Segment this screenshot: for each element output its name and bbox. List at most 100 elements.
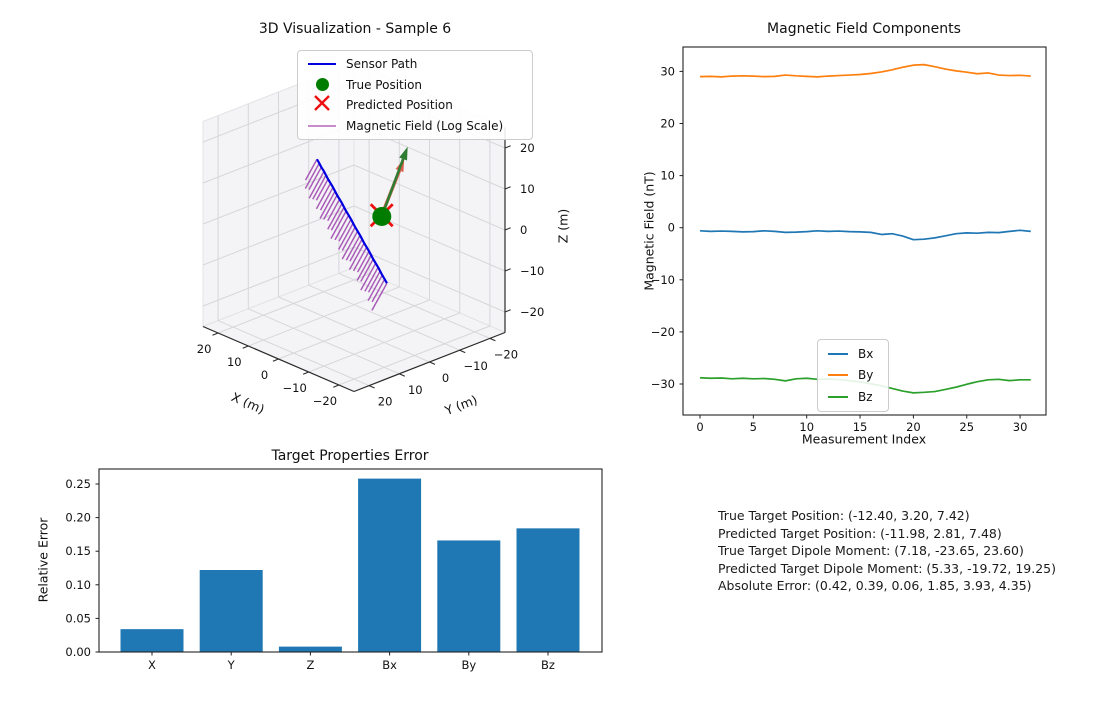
x-tick-label: 10 <box>799 420 814 434</box>
line-chart-frame <box>682 46 1047 416</box>
plot3d-y-tick-label: 0 <box>442 371 449 385</box>
target-info-text: True Target Position: (-12.40, 3.20, 7.4… <box>718 507 1056 595</box>
info-line: True Target Dipole Moment: (7.18, -23.65… <box>718 543 1024 558</box>
series-line-bx <box>699 229 1031 241</box>
plot3d-y-tick <box>459 349 466 354</box>
legend-label: True Position <box>346 77 423 92</box>
plot3d-x-tick-label: −10 <box>283 381 307 395</box>
legend-line-swatch <box>308 124 336 127</box>
plot3d-y-tick <box>429 361 436 365</box>
magnetic-field-vector <box>319 186 334 211</box>
plot3d-legend: Sensor Path True Position Predicted Positi… <box>297 50 533 140</box>
plot3d-x-tick-label: −20 <box>313 394 337 408</box>
plot3d-z-tick <box>504 145 511 149</box>
y-tick-label: 0 <box>668 221 675 235</box>
plot3d-y-tick-label: −10 <box>464 359 488 373</box>
y-tick-label: 0.00 <box>65 645 91 659</box>
plot3d-y-tick <box>399 373 406 377</box>
line-chart-xlabel: Measurement Index <box>801 431 927 447</box>
magnetic-field-vector <box>345 234 361 261</box>
legend-label: Sensor Path <box>346 57 418 72</box>
plot3d-gridline <box>353 164 506 231</box>
info-line: True Target Position: (-12.40, 3.20, 7.4… <box>718 508 970 523</box>
info-line: Absolute Error: (0.42, 0.39, 0.06, 1.85,… <box>718 578 1032 593</box>
legend-item: True Position <box>298 75 532 96</box>
y-tick-label: 30 <box>660 64 675 78</box>
magnetic-field-vector <box>327 202 343 230</box>
bar-bz <box>516 528 580 652</box>
magnetic-field-vector <box>356 250 370 273</box>
info-line: Predicted Target Position: (-11.98, 2.81… <box>718 525 1002 541</box>
plot3d-gridline <box>202 164 355 225</box>
x-tick-label: 20 <box>906 420 921 434</box>
line-chart-ylabel: Magnetic Field (nT) <box>641 171 657 291</box>
bar-by <box>437 540 501 652</box>
bar-y <box>199 570 263 652</box>
magnetic-field-vector <box>349 238 363 262</box>
magnetic-field-vector <box>315 178 329 201</box>
x-tick-label: 30 <box>1013 420 1028 434</box>
legend-item: Sensor Path <box>298 54 532 75</box>
y-tick-label: −30 <box>651 377 675 391</box>
x-tick-label: X <box>148 658 156 672</box>
info-line: Predicted Target Dipole Moment: (5.33, -… <box>718 560 1056 576</box>
sensor-path-line <box>316 158 388 284</box>
plot3d-y-tick <box>368 385 375 389</box>
magnetic-field-vector <box>330 206 345 231</box>
legend-item: By <box>818 365 888 387</box>
magnetic-field-vector <box>323 194 338 220</box>
line-chart-group: 0 5 10 15 20 25 30 30 20 10 0 −10 −20 −30 <box>651 46 1047 434</box>
legend-x-swatch <box>308 95 336 115</box>
magnetic-field-vector <box>367 270 381 293</box>
magnetic-field-vector <box>371 278 386 303</box>
magnetic-field-vector <box>356 254 372 281</box>
legend-line-swatch <box>308 63 336 66</box>
bar-bx <box>358 478 422 652</box>
magnetic-field-vector <box>367 274 383 302</box>
line-chart-title: Magnetic Field Components <box>767 21 961 37</box>
y-tick-label: 0.15 <box>65 544 91 558</box>
legend-label: By <box>858 368 874 383</box>
plot3d-z-tick-label: 0 <box>520 223 527 237</box>
legend-line-swatch <box>828 374 848 377</box>
plot3d-z-tick <box>504 309 511 313</box>
magnetic-field-vector <box>315 182 332 210</box>
legend-label: Bx <box>858 346 874 361</box>
plot3d-x-tick <box>272 358 279 362</box>
bar-x <box>120 629 184 652</box>
x-tick-label: 5 <box>750 420 757 434</box>
legend-line-swatch <box>828 395 848 398</box>
y-tick-label: 0.25 <box>65 477 91 491</box>
plot3d-x-tick-label: 10 <box>227 355 242 369</box>
plot3d-gridline <box>202 246 355 307</box>
bar-z <box>278 646 342 652</box>
x-tick-label: Bx <box>382 658 397 672</box>
y-tick-label: 20 <box>660 117 675 131</box>
x-tick-label: Bz <box>541 658 555 672</box>
magnetic-field-vector <box>337 222 354 250</box>
plot3d-y-tick-label: 10 <box>408 383 423 397</box>
plot3d-z-tick-label: 20 <box>520 141 535 155</box>
plot3d-z-tick <box>504 268 511 272</box>
magnetic-field-vector <box>319 190 336 219</box>
legend-label: Predicted Position <box>346 98 453 113</box>
plot3d-z-tick <box>504 186 511 190</box>
magnetic-field-vector <box>338 218 352 242</box>
magnetic-field-vector <box>327 198 341 222</box>
x-tick-label: 15 <box>853 420 868 434</box>
bar-chart-group: X Y Z Bx By Bz 0.00 0.05 0.10 0.15 0.20 0.25 <box>65 468 603 672</box>
legend-item: Magnetic Field (Log Scale) <box>298 116 532 137</box>
series-line-by <box>699 63 1031 78</box>
plot3d-gridline <box>202 205 355 266</box>
plot3d-x-tick <box>212 332 219 336</box>
plot3d-z-tick <box>504 227 511 231</box>
true-dipole-arrow-head <box>399 146 408 161</box>
x-tick-label: Z <box>306 658 314 672</box>
legend-dot-swatch <box>315 78 329 92</box>
x-tick-label: By <box>461 658 476 672</box>
legend-label: Bz <box>858 389 873 404</box>
legend-line-swatch <box>828 352 848 355</box>
plot3d-z-tick-label: −20 <box>520 305 544 319</box>
magnetic-field-vector <box>312 174 327 200</box>
